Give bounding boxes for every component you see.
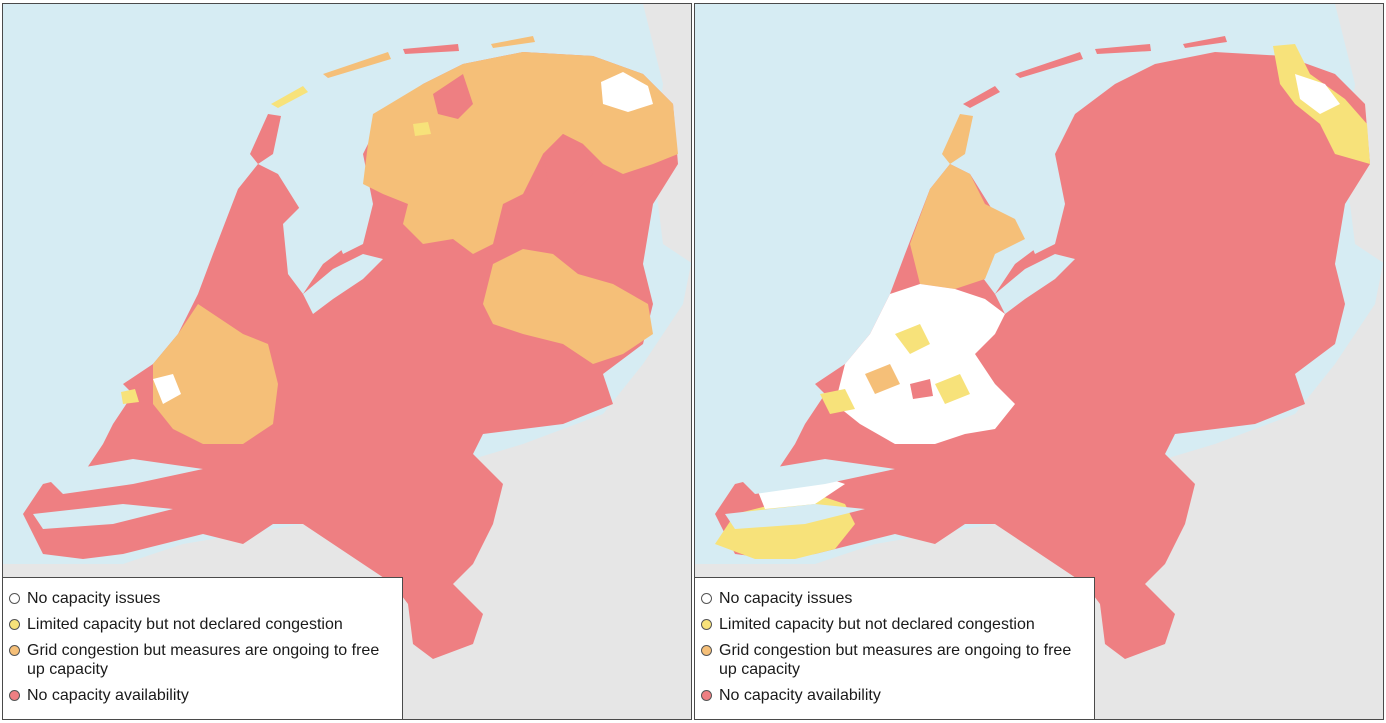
zeeland-water xyxy=(735,459,895,494)
mainland xyxy=(715,52,1370,659)
legend-label: No capacity availability xyxy=(719,687,881,704)
randstad-none-patch xyxy=(153,374,181,404)
north-holland-grid xyxy=(910,164,1025,289)
legend-item-grid: Grid congestion but measures are ongoing… xyxy=(3,638,402,683)
legend-item-none: No capacity issues xyxy=(695,586,1094,612)
legend-swatch-limited xyxy=(701,619,712,630)
randstad-grid-region xyxy=(153,304,278,444)
vlieland xyxy=(963,86,1000,108)
legend-swatch-none xyxy=(9,593,20,604)
east-grid-region xyxy=(483,249,653,364)
legend-item-grid: Grid congestion but measures are ongoing… xyxy=(695,638,1094,683)
zeeland-water xyxy=(43,459,203,494)
north-red-patch xyxy=(433,74,473,119)
zeeland-water-2 xyxy=(725,504,865,529)
vlieland xyxy=(271,86,308,108)
randstad-red-patch xyxy=(910,379,933,399)
ameland xyxy=(1095,44,1151,54)
north-limited-patch xyxy=(413,122,431,136)
legend-swatch-grid xyxy=(701,645,712,656)
north-red-patch-2 xyxy=(543,134,593,194)
legend-swatch-none xyxy=(701,593,712,604)
schiermonnikoog xyxy=(491,36,535,48)
mainland xyxy=(23,52,678,659)
ijsselmeer xyxy=(283,154,363,294)
markermeer xyxy=(303,254,383,314)
randstad-grid-patch xyxy=(865,364,900,394)
legend-label: Grid congestion but measures are ongoing… xyxy=(27,642,380,678)
legend-label: Limited capacity but not declared conges… xyxy=(27,616,343,633)
legend-swatch-limited xyxy=(9,619,20,630)
legend-swatch-unavailable xyxy=(701,690,712,701)
legend-swatch-grid xyxy=(9,645,20,656)
terschelling xyxy=(323,52,391,78)
legend-item-unavailable: No capacity availability xyxy=(695,683,1094,709)
zeeland-water-2 xyxy=(33,504,173,529)
schiermonnikoog xyxy=(1183,36,1227,48)
legend-item-limited: Limited capacity but not declared conges… xyxy=(3,612,402,638)
legend-item-none: No capacity issues xyxy=(3,586,402,612)
markermeer xyxy=(995,254,1075,314)
randstad-limited-3 xyxy=(935,374,970,404)
legend-label: Grid congestion but measures are ongoing… xyxy=(719,642,1072,678)
legend-label: Limited capacity but not declared conges… xyxy=(719,616,1035,633)
map-panel-left: No capacity issues Limited capacity but … xyxy=(2,3,692,720)
legend-right: No capacity issues Limited capacity but … xyxy=(695,577,1095,719)
texel xyxy=(942,114,973,164)
legend-item-unavailable: No capacity availability xyxy=(3,683,402,709)
legend-label: No capacity issues xyxy=(719,590,853,607)
randstad-limited-1 xyxy=(820,389,855,414)
groningen-none xyxy=(601,72,653,112)
legend-item-limited: Limited capacity but not declared conges… xyxy=(695,612,1094,638)
terschelling xyxy=(1015,52,1083,78)
groningen-none xyxy=(1295,74,1340,114)
legend-label: No capacity issues xyxy=(27,590,161,607)
randstad-limited xyxy=(121,389,139,404)
legend-left: No capacity issues Limited capacity but … xyxy=(3,577,403,719)
legend-label: No capacity availability xyxy=(27,687,189,704)
map-panel-right: No capacity issues Limited capacity but … xyxy=(694,3,1384,720)
randstad-none xyxy=(835,284,1015,444)
texel xyxy=(250,114,281,164)
legend-swatch-unavailable xyxy=(9,690,20,701)
ameland xyxy=(403,44,459,54)
randstad-limited-2 xyxy=(895,324,930,354)
